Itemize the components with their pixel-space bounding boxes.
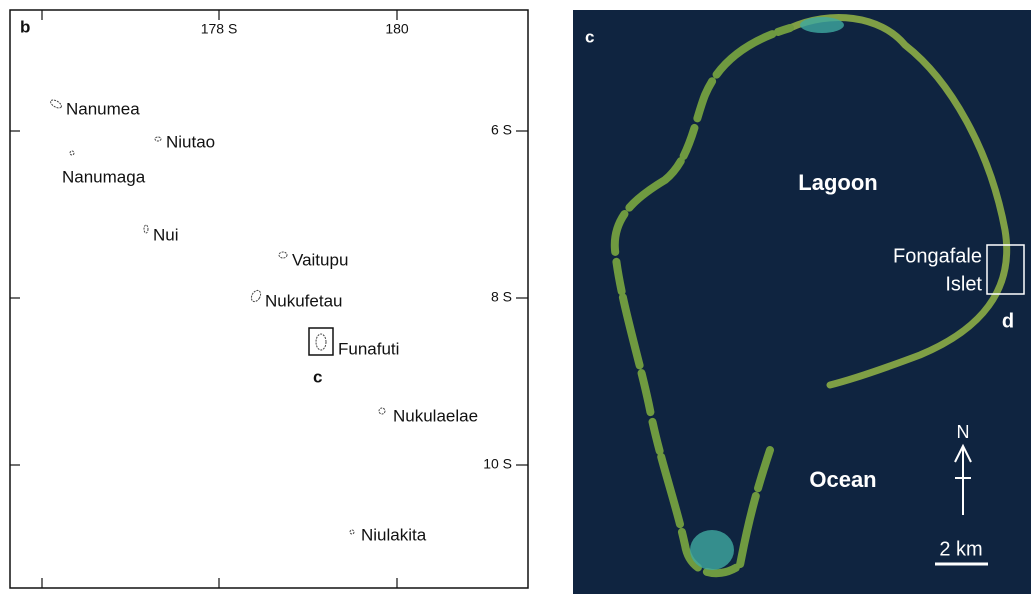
lagoon-label: Lagoon (798, 170, 877, 195)
panel-label: b (20, 17, 30, 36)
ocean-label: Ocean (809, 467, 876, 492)
inset-label: c (313, 367, 322, 386)
islet-label: Fongafale (893, 245, 982, 267)
island-label: Niulakita (361, 525, 427, 544)
island-label: Funafuti (338, 339, 399, 358)
north-label: N (957, 422, 970, 442)
island-label: Nanumaga (62, 167, 146, 186)
inset-label: d (1002, 310, 1014, 332)
figure: b 178 S 180 6 S 8 S 10 S Nanumea Niutao … (0, 0, 1036, 594)
island-label: Niutao (166, 132, 215, 151)
reef-lobe (800, 17, 844, 33)
tick-label: 10 S (483, 456, 512, 472)
island-label: Nukufetau (265, 291, 343, 310)
island-label: Nanumea (66, 99, 140, 118)
panel-label: c (585, 27, 594, 46)
tick-label: 6 S (491, 122, 512, 138)
reef-lobe (690, 530, 734, 570)
tick-label: 180 (385, 21, 409, 37)
island-label: Vaitupu (292, 250, 348, 269)
panel-b: b 178 S 180 6 S 8 S 10 S Nanumea Niutao … (10, 10, 528, 588)
panel-c: c Lagoon Fongafale Islet d Ocean N 2 km (573, 10, 1031, 594)
island-label: Nui (153, 225, 179, 244)
tick-label: 178 S (201, 21, 238, 37)
scale-label: 2 km (939, 538, 982, 560)
island-label: Nukulaelae (393, 406, 478, 425)
tick-label: 8 S (491, 289, 512, 305)
islet-label: Islet (945, 273, 982, 295)
